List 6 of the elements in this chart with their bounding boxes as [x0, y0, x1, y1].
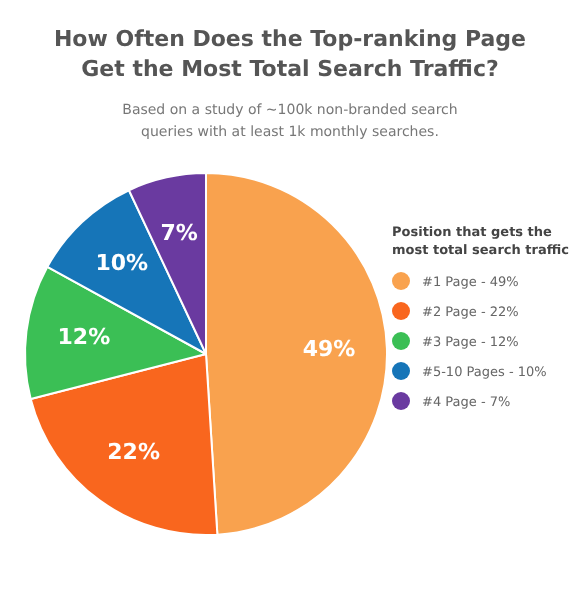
- data-label: 22%: [107, 439, 160, 466]
- data-label: 7%: [160, 219, 198, 246]
- data-label: 49%: [302, 335, 356, 362]
- data-label: 10%: [95, 250, 149, 276]
- data-label: 12%: [57, 324, 111, 351]
- chart-title: How Often Does the Top-ranking Page Get the Most Total Search Traffic?: [51, 24, 529, 84]
